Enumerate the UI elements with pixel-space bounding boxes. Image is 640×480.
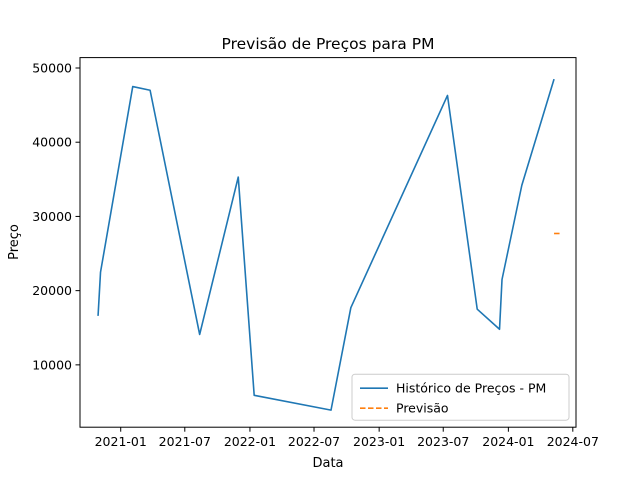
series-layer: [97, 78, 562, 411]
y-axis-label: Preço: [7, 224, 22, 260]
x-tick-label: 2022-01: [224, 434, 276, 449]
x-axis: 2021-01 2021-07 2022-01 2022-07 2023-01 2023-…: [95, 427, 599, 449]
plot-area: [79, 57, 577, 428]
series-line-0: [97, 78, 555, 411]
x-tick-label: 2021-01: [95, 434, 147, 449]
y-axis: 10000 20000 30000 40000 50000: [32, 60, 80, 372]
legend: Histórico de Preços - PM Previsão: [351, 373, 570, 421]
x-tick-label: 2024-01: [482, 434, 534, 449]
x-tick-label: 2021-07: [159, 434, 211, 449]
x-tick-label: 2022-07: [288, 434, 340, 449]
y-tick-label: 40000: [32, 135, 72, 150]
y-tick-label: 20000: [32, 283, 72, 298]
chart-title: Previsão de Preços para PM: [222, 35, 435, 53]
y-tick-label: 30000: [32, 209, 72, 224]
x-tick-label: 2024-07: [547, 434, 599, 449]
x-axis-label: Data: [312, 456, 343, 471]
legend-label-0: Histórico de Preços - PM: [396, 381, 546, 396]
legend-label-1: Previsão: [396, 401, 449, 416]
x-tick-label: 2023-01: [353, 434, 405, 449]
legend-box: [351, 373, 570, 421]
x-tick-label: 2023-07: [417, 434, 469, 449]
y-tick-label: 10000: [32, 357, 72, 372]
y-tick-label: 50000: [32, 60, 72, 75]
